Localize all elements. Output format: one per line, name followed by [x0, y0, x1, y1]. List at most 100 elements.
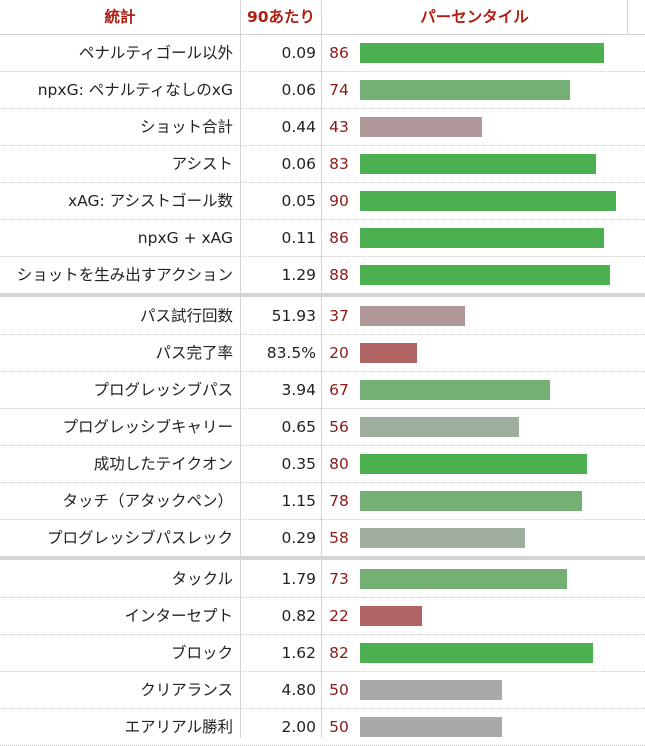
percentile-bar	[360, 306, 465, 326]
row-separator	[0, 182, 645, 183]
stat-label: アシスト	[171, 155, 233, 173]
row-separator	[0, 671, 645, 672]
percentile-bar	[360, 491, 582, 511]
table-row: パス試行回数 51.93 37	[0, 298, 645, 335]
header-percentile[interactable]: パーセンタイル	[420, 8, 529, 26]
percentile-bar	[360, 380, 550, 400]
percentile-bar	[360, 528, 525, 548]
stat-label: プログレッシブパスレック	[46, 529, 233, 547]
table-row: ブロック 1.62 82	[0, 635, 645, 672]
per90-value: 0.29	[281, 529, 316, 547]
row-separator	[0, 145, 645, 146]
percentile-bar	[360, 228, 604, 248]
per90-value: 0.82	[281, 607, 316, 625]
stat-label: プログレッシブキャリー	[62, 418, 233, 436]
percentile-value: 67	[329, 381, 349, 399]
percentile-bar	[360, 265, 610, 285]
percentile-bar	[360, 117, 482, 137]
table-row: ペナルティゴール以外 0.09 86	[0, 35, 645, 72]
row-separator	[0, 482, 645, 483]
row-separator	[0, 445, 645, 446]
per90-value: 0.35	[281, 455, 316, 473]
header-stat[interactable]: 統計	[104, 8, 136, 26]
per90-value: 1.29	[281, 266, 316, 284]
column-divider-per90	[321, 0, 322, 738]
percentile-value: 88	[329, 266, 349, 284]
percentile-value: 22	[329, 607, 349, 625]
percentile-value: 56	[329, 418, 349, 436]
table-row: タックル 1.79 73	[0, 561, 645, 598]
percentile-value: 90	[329, 192, 349, 210]
percentile-bar	[360, 43, 604, 63]
table-row: プログレッシブパス 3.94 67	[0, 372, 645, 409]
percentile-bar	[360, 606, 422, 626]
percentile-value: 86	[329, 229, 349, 247]
stat-label: ショットを生み出すアクション	[16, 266, 233, 284]
per90-value: 1.79	[281, 570, 316, 588]
table-row: タッチ（アタックペン） 1.15 78	[0, 483, 645, 520]
per90-value: 1.62	[281, 644, 316, 662]
per90-value: 0.09	[281, 44, 316, 62]
stat-label: npxG + xAG	[137, 229, 233, 247]
percentile-bar	[360, 191, 616, 211]
per90-value: 51.93	[271, 307, 316, 325]
table-row: 成功したテイクオン 0.35 80	[0, 446, 645, 483]
per90-value: 0.44	[281, 118, 316, 136]
row-separator	[0, 371, 645, 372]
row-separator	[0, 256, 645, 257]
per90-value: 2.00	[281, 718, 316, 736]
percentile-value: 50	[329, 718, 349, 736]
table-row: npxG + xAG 0.11 86	[0, 220, 645, 257]
column-divider-stat	[240, 0, 241, 738]
percentile-value: 83	[329, 155, 349, 173]
header-per90[interactable]: 90あたり	[246, 8, 316, 26]
per90-value: 0.06	[281, 81, 316, 99]
table-row: エアリアル勝利 2.00 50	[0, 709, 645, 746]
percentile-bar	[360, 643, 593, 663]
row-separator	[0, 334, 645, 335]
stat-label: インターセプト	[124, 607, 233, 625]
row-separator	[0, 71, 645, 72]
stat-label: ペナルティゴール以外	[78, 44, 233, 62]
row-separator	[0, 108, 645, 109]
group-separator	[0, 556, 645, 560]
percentile-bar	[360, 717, 502, 737]
row-separator	[0, 597, 645, 598]
table-row: プログレッシブキャリー 0.65 56	[0, 409, 645, 446]
table-row: ショットを生み出すアクション 1.29 88	[0, 257, 645, 294]
per90-value: 4.80	[281, 681, 316, 699]
percentile-value: 20	[329, 344, 349, 362]
header-right-spacer	[627, 0, 645, 35]
stat-label: パス完了率	[155, 344, 233, 362]
per90-value: 1.15	[281, 492, 316, 510]
table-row: xAG: アシストゴール数 0.05 90	[0, 183, 645, 220]
table-row: インターセプト 0.82 22	[0, 598, 645, 635]
table-row: npxG: ペナルティなしのxG 0.06 74	[0, 72, 645, 109]
per90-value: 0.11	[281, 229, 316, 247]
per90-value: 0.65	[281, 418, 316, 436]
table-row: プログレッシブパスレック 0.29 58	[0, 520, 645, 557]
row-separator	[0, 408, 645, 409]
per90-value: 0.05	[281, 192, 316, 210]
percentile-value: 50	[329, 681, 349, 699]
percentile-value: 82	[329, 644, 349, 662]
percentile-bar	[360, 680, 502, 700]
row-separator	[0, 634, 645, 635]
percentile-bar	[360, 454, 587, 474]
stat-label: パス試行回数	[139, 307, 233, 325]
row-separator	[0, 708, 645, 709]
percentile-value: 78	[329, 492, 349, 510]
table-header: 統計 90あたり パーセンタイル	[0, 0, 645, 35]
table-row: ショット合計 0.44 43	[0, 109, 645, 146]
percentile-value: 37	[329, 307, 349, 325]
table-row: パス完了率 83.5% 20	[0, 335, 645, 372]
stat-label: ブロック	[170, 644, 233, 662]
percentile-bar	[360, 80, 570, 100]
table-row: クリアランス 4.80 50	[0, 672, 645, 709]
per90-value: 83.5%	[266, 344, 316, 362]
stat-label: タックル	[171, 570, 233, 588]
stat-label: ショット合計	[139, 118, 233, 136]
percentile-value: 43	[329, 118, 349, 136]
stat-label: xAG: アシストゴール数	[67, 192, 233, 210]
row-separator	[0, 219, 645, 220]
